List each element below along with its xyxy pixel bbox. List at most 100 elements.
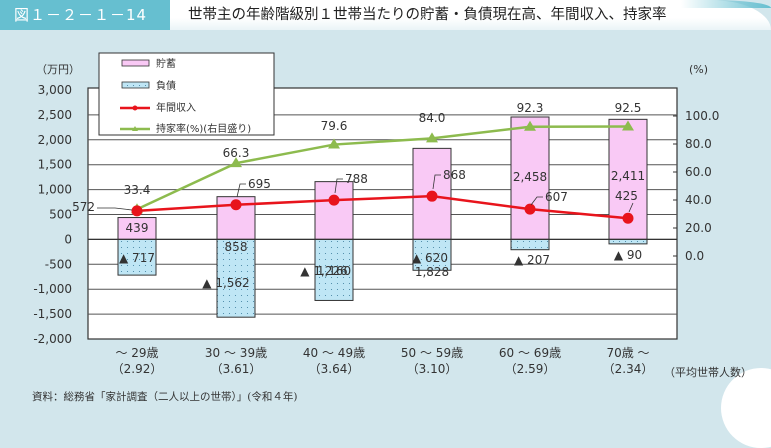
legend-debt-swatch <box>121 81 150 89</box>
legend: 貯蓄 負債 年間収入 持家率(%)(右目盛り) <box>98 52 275 136</box>
ownership-label: 66.3 <box>223 146 250 160</box>
left-axis-tick: 500 <box>49 208 72 222</box>
legend-income-marker <box>132 105 138 111</box>
left-axis-tick: 1,000 <box>38 183 72 197</box>
legend-debt-label: 負債 <box>156 79 176 92</box>
household-size-label: （3.10） <box>407 362 458 376</box>
chart: 439 858 1,160 1,828 2,458 2,411 ▲ 717 ▲ 1,562 ▲ … <box>33 52 752 379</box>
income-marker <box>622 212 634 224</box>
right-axis-unit: (%) <box>689 63 708 76</box>
left-axis-tick: 3,000 <box>38 83 72 97</box>
data-labels: 439 858 1,160 1,828 2,458 2,411 ▲ 717 ▲ 1,562 ▲ … <box>72 101 645 290</box>
income-label: 572 <box>72 200 95 214</box>
household-size-label: （3.64） <box>309 362 360 376</box>
bars <box>88 116 677 318</box>
savings-bar <box>314 181 354 240</box>
household-size-label: （3.61） <box>211 362 262 376</box>
leader-line <box>236 183 246 198</box>
left-axis-tick: 0 <box>64 232 72 246</box>
leader-line <box>334 178 343 194</box>
source-note: 資料：総務省「家計調査（二人以上の世帯）」(令和４年) <box>32 391 298 403</box>
household-size-label: （2.59） <box>505 362 556 376</box>
leader-line <box>530 196 543 206</box>
page-title: 世帯主の年齢階級別１世帯当たりの貯蓄・負債現在高、年間収入、持家率 <box>170 0 771 30</box>
left-axis-tick: -1,000 <box>33 282 72 296</box>
savings-bar <box>510 116 550 240</box>
debt-label: ▲ 207 <box>514 253 550 267</box>
header: 図１－２－１－14 世帯主の年齢階級別１世帯当たりの貯蓄・負債現在高、年間収入、… <box>0 0 771 30</box>
ownership-label: 33.4 <box>124 183 151 197</box>
legend-income-label: 年間収入 <box>156 101 196 114</box>
legend-ownership-label: 持家率(%)(右目盛り) <box>156 122 251 135</box>
debt-bar <box>117 238 157 276</box>
household-size-label: （2.34） <box>603 362 654 376</box>
legend-savings-swatch <box>121 59 150 67</box>
left-axis-unit: （万円） <box>36 63 80 76</box>
lines <box>131 120 634 224</box>
ownership-label: 79.6 <box>321 119 348 133</box>
household-size-label: （2.92） <box>112 362 163 376</box>
income-label: 425 <box>615 189 638 203</box>
right-axis-tick: 80.0 <box>685 137 712 151</box>
leader-line <box>628 202 634 213</box>
debt-bar <box>608 238 648 245</box>
left-axis-tick: 2,500 <box>38 108 72 122</box>
savings-label: 439 <box>126 221 149 235</box>
right-axis: 100.0 80.0 60.0 40.0 20.0 0.0 <box>673 109 719 263</box>
figure-number: 図１－２－１－14 <box>0 0 170 30</box>
debt-label: ▲ 90 <box>614 248 642 262</box>
left-axis-tick: -1,500 <box>33 307 72 321</box>
savings-label: 1,828 <box>415 265 449 279</box>
debt-bar <box>314 238 354 301</box>
left-axis-tick: -500 <box>45 257 72 271</box>
x-category-label: 40 ～ 49歳 <box>303 346 365 360</box>
income-label: 695 <box>248 177 271 191</box>
x-axis: ～ 29歳 （2.92） 30 ～ 39歳 （3.61） 40 ～ 49歳 （3.64） 5… <box>112 346 654 376</box>
right-axis-tick: 20.0 <box>685 221 712 235</box>
left-axis-tick: -2,000 <box>33 332 72 346</box>
legend-savings-label: 貯蓄 <box>156 58 176 70</box>
debt-bar <box>412 238 452 271</box>
left-axis-tick: 1,500 <box>38 158 72 172</box>
ownership-label: 84.0 <box>419 111 446 125</box>
x-category-label: 30 ～ 39歳 <box>205 346 267 360</box>
ownership-marker <box>328 138 340 149</box>
right-axis-tick: 60.0 <box>685 165 712 179</box>
x-category-label: 60 ～ 69歳 <box>499 346 561 360</box>
income-label: 607 <box>545 190 568 204</box>
income-marker <box>524 203 536 215</box>
ownership-marker <box>426 132 438 143</box>
savings-label: 1,160 <box>317 264 351 278</box>
ownership-marker <box>524 120 536 131</box>
ownership-line <box>136 125 629 211</box>
x-category-label: ～ 29歳 <box>115 346 158 360</box>
right-axis-tick: 100.0 <box>685 109 719 123</box>
leader-line <box>432 174 441 190</box>
income-marker <box>426 190 438 202</box>
left-axis-tick: 2,000 <box>38 133 72 147</box>
right-axis-tick: 0.0 <box>685 249 704 263</box>
chart-title: 世帯主の年齢階級別１世帯当たりの貯蓄・負債現在高、年間収入、持家率 <box>188 7 667 23</box>
debt-bar <box>510 238 550 251</box>
x-axis-note: （平均世帯人数） <box>664 366 752 379</box>
left-axis: 3,000 2,500 2,000 1,500 1,000 500 0 -500 -1,000 -… <box>33 83 72 346</box>
x-category-label: 50 ～ 59歳 <box>401 346 463 360</box>
income-marker <box>328 194 340 206</box>
right-axis-tick: 40.0 <box>685 193 712 207</box>
leader-line <box>97 207 133 211</box>
income-marker <box>131 205 143 217</box>
ownership-label: 92.5 <box>615 101 642 115</box>
debt-label: ▲ 717 <box>119 251 155 265</box>
x-category-label: 70歳 ～ <box>606 346 649 360</box>
income-label: 788 <box>345 172 368 186</box>
income-label: 868 <box>443 168 466 182</box>
ownership-label: 92.3 <box>517 101 544 115</box>
savings-label: 2,458 <box>513 170 547 184</box>
savings-label: 2,411 <box>611 169 645 183</box>
ownership-marker <box>230 157 242 168</box>
income-marker <box>230 199 242 211</box>
debt-label: ▲ 1,226 <box>300 264 347 278</box>
legend-ownership-marker <box>132 126 138 131</box>
debt-bar <box>216 238 256 318</box>
savings-label: 858 <box>225 240 248 254</box>
